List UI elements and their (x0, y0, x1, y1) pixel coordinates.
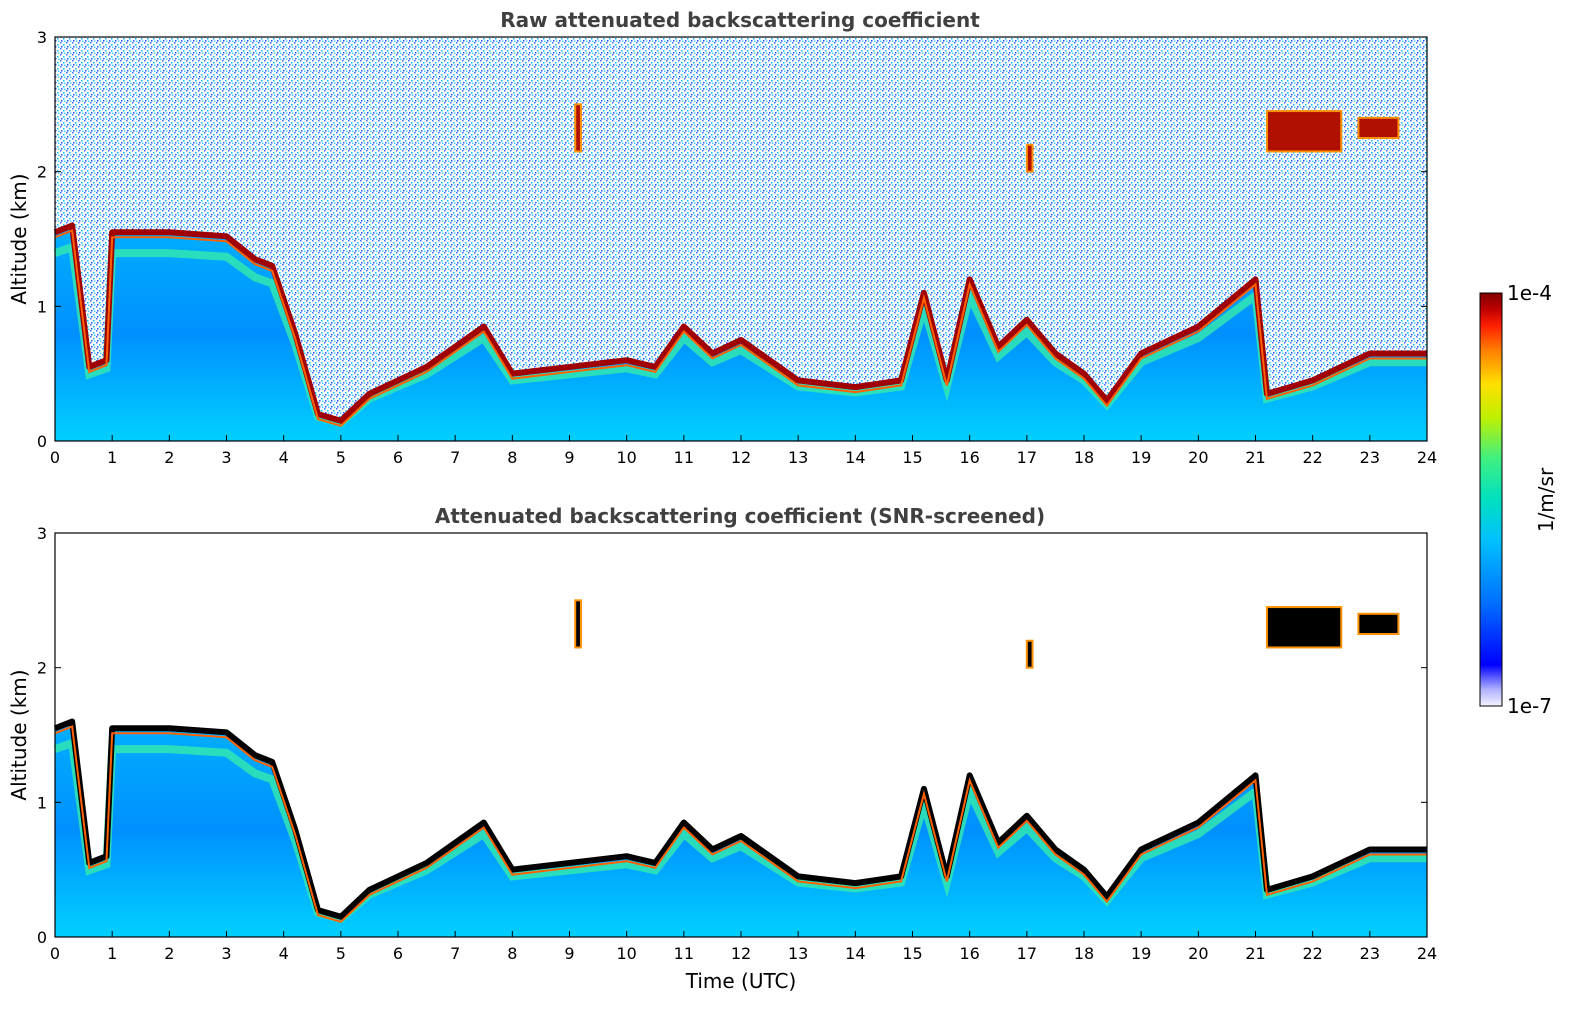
x-tick-label: 20 (1188, 944, 1208, 963)
x-tick-label: 23 (1360, 448, 1380, 467)
x-tick-label: 5 (336, 448, 346, 467)
x-tick-label: 14 (845, 944, 865, 963)
x-tick-label: 0 (50, 944, 60, 963)
colorbar-max-label: 1e-4 (1507, 281, 1552, 305)
x-tick-label: 13 (788, 944, 808, 963)
x-axis-label: Time (UTC) (685, 969, 797, 993)
y-tick-label: 2 (37, 163, 47, 182)
y-tick-label: 3 (37, 524, 47, 543)
x-tick-label: 24 (1417, 448, 1437, 467)
x-tick-label: 5 (336, 944, 346, 963)
boundary-layer-top-halo (54, 229, 1427, 427)
x-tick-label: 17 (1017, 448, 1037, 467)
panel-raw-title: Raw attenuated backscattering coefficien… (500, 8, 980, 32)
cloud-layer-3 (574, 599, 582, 649)
y-tick-label: 0 (37, 928, 47, 947)
boundary-layer-top-halo (54, 725, 1427, 923)
panel-raw-plot-area (53, 37, 1427, 441)
cloud-layer-2 (1025, 143, 1034, 173)
x-tick-label: 15 (902, 448, 922, 467)
x-tick-label: 21 (1245, 944, 1265, 963)
cloud-layer-0 (1265, 606, 1343, 649)
x-tick-label: 20 (1188, 448, 1208, 467)
x-tick-label: 13 (788, 448, 808, 467)
x-tick-label: 16 (959, 944, 979, 963)
x-tick-label: 9 (564, 944, 574, 963)
x-tick-label: 2 (164, 448, 174, 467)
x-tick-label: 21 (1245, 448, 1265, 467)
y-tick-label: 2 (37, 659, 47, 678)
panel-screened: Attenuated backscattering coefficient (S… (7, 504, 1437, 993)
y-tick-label: 3 (37, 28, 47, 47)
boundary-layer-top-line (53, 222, 1427, 424)
x-tick-label: 7 (450, 944, 460, 963)
x-tick-label: 11 (674, 944, 694, 963)
x-tick-label: 3 (221, 448, 231, 467)
y-tick-label: 1 (37, 297, 47, 316)
cloud-layer-0 (1265, 110, 1343, 153)
x-tick-label: 18 (1074, 944, 1094, 963)
x-tick-label: 10 (616, 944, 636, 963)
boundary-layer-top-line (53, 718, 1427, 920)
x-tick-label: 3 (221, 944, 231, 963)
colorbar-min-label: 1e-7 (1507, 694, 1552, 718)
colorbar-unit-label: 1/m/sr (1534, 467, 1558, 532)
y-tick-label: 1 (37, 793, 47, 812)
panel-screened-title: Attenuated backscattering coefficient (S… (435, 504, 1045, 528)
x-tick-label: 4 (279, 944, 289, 963)
x-tick-label: 10 (616, 448, 636, 467)
x-tick-label: 16 (959, 448, 979, 467)
x-tick-label: 14 (845, 448, 865, 467)
x-tick-label: 23 (1360, 944, 1380, 963)
panel-screened-plot-area (53, 533, 1427, 937)
colorbar: 1e-4 1e-7 1/m/sr (1479, 281, 1558, 718)
x-tick-label: 6 (393, 448, 403, 467)
x-tick-label: 4 (279, 448, 289, 467)
colorbar-gradient (1479, 292, 1503, 707)
x-tick-label: 12 (731, 448, 751, 467)
x-tick-label: 2 (164, 944, 174, 963)
panel-screened-ylabel: Altitude (km) (7, 669, 31, 800)
x-tick-label: 9 (564, 448, 574, 467)
x-tick-label: 15 (902, 944, 922, 963)
x-tick-label: 22 (1302, 448, 1322, 467)
x-tick-label: 7 (450, 448, 460, 467)
x-tick-label: 0 (50, 448, 60, 467)
panel-raw-ylabel: Altitude (km) (7, 173, 31, 304)
x-tick-label: 18 (1074, 448, 1094, 467)
y-tick-label: 0 (37, 432, 47, 451)
x-tick-label: 19 (1131, 944, 1151, 963)
cloud-layer-2 (1025, 639, 1034, 669)
x-tick-label: 17 (1017, 944, 1037, 963)
x-tick-label: 11 (674, 448, 694, 467)
cloud-layer-1 (1357, 612, 1400, 635)
panel-raw: Raw attenuated backscattering coefficien… (7, 8, 1437, 467)
cloud-layer-3 (574, 103, 582, 153)
cloud-layer-1 (1357, 116, 1400, 140)
x-tick-label: 1 (107, 448, 117, 467)
x-tick-label: 8 (507, 448, 517, 467)
x-tick-label: 1 (107, 944, 117, 963)
x-tick-label: 6 (393, 944, 403, 963)
x-tick-label: 8 (507, 944, 517, 963)
x-tick-label: 22 (1302, 944, 1322, 963)
x-tick-label: 19 (1131, 448, 1151, 467)
x-tick-label: 24 (1417, 944, 1437, 963)
x-tick-label: 12 (731, 944, 751, 963)
